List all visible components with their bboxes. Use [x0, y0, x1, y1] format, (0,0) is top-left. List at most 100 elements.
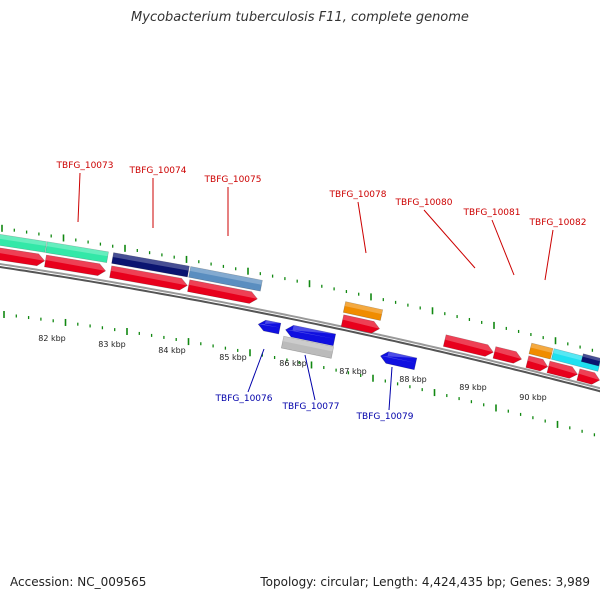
gene-shape — [379, 351, 418, 371]
gene-highlight — [258, 320, 281, 328]
leader-line — [304, 354, 316, 401]
gene-highlight — [112, 252, 190, 271]
gene-highlight — [0, 247, 45, 261]
gene-feature — [379, 351, 418, 371]
gene-shape — [257, 319, 282, 335]
gene-shape — [0, 247, 46, 267]
gene-feature — [257, 319, 282, 335]
kbp-label: 87 kbp — [339, 367, 367, 376]
gene-shape — [111, 252, 190, 278]
gene-label-top: TBFG_10082 — [529, 218, 587, 228]
gene-shape — [342, 301, 384, 321]
gene-features — [0, 233, 600, 385]
gene-feature — [188, 266, 263, 292]
gene-shape — [0, 233, 47, 253]
gene-highlight — [45, 255, 106, 271]
kbp-label: 89 kbp — [459, 383, 487, 392]
gene-feature — [45, 241, 109, 264]
kbp-label: 83 kbp — [98, 340, 126, 349]
gene-highlight — [444, 334, 494, 353]
gene-feature — [442, 334, 494, 357]
map-title: Mycobacterium tuberculosis F11, complete… — [131, 10, 469, 25]
gene-label-top: TBFG_10073 — [56, 161, 114, 171]
gene-label-top: TBFG_10078 — [329, 190, 387, 200]
genome-backbone — [0, 262, 600, 393]
gene-highlight — [494, 346, 522, 360]
gene-feature — [0, 233, 47, 253]
gene-label-top: TBFG_10081 — [463, 208, 521, 218]
gene-label-top: TBFG_10075 — [204, 175, 262, 185]
kbp-label: 90 kbp — [519, 393, 547, 402]
leader-line — [77, 172, 81, 223]
upper-tick-ring — [1, 224, 594, 352]
gene-feature — [109, 265, 188, 291]
gene-feature — [525, 355, 549, 372]
gene-shape — [546, 360, 578, 379]
leader-line — [357, 201, 367, 254]
gene-shape — [576, 368, 600, 385]
gene-highlight — [380, 351, 417, 363]
backbone-line-outer — [0, 262, 600, 390]
gene-shape — [280, 335, 335, 359]
gene-shape — [525, 355, 549, 372]
kbp-label: 82 kbp — [38, 334, 66, 343]
gene-highlight — [530, 343, 554, 353]
gene-label-bottom: TBFG_10079 — [356, 412, 414, 422]
gene-feature — [280, 335, 335, 359]
kbp-scale-labels: 82 kbp 83 kbp 84 kbp 85 kbp 86 kbp 87 kbp 88 k… — [38, 334, 547, 402]
gene-shape — [44, 254, 107, 276]
gene-shape — [188, 266, 263, 292]
gene-highlight — [282, 336, 334, 352]
leader-line — [247, 348, 265, 393]
genome-summary-text: Topology: circular; Length: 4,424,435 bp… — [260, 575, 590, 589]
gene-feature — [111, 252, 190, 278]
gene-feature — [492, 346, 523, 364]
gene-shape — [528, 342, 554, 360]
gene-highlight — [0, 233, 47, 247]
gene-feature — [340, 314, 381, 334]
leader-line — [491, 219, 515, 276]
backbone-line-inner — [0, 265, 600, 393]
gene-feature — [580, 353, 600, 367]
leader-line — [423, 209, 476, 269]
gene-feature — [528, 342, 554, 360]
gene-highlight — [189, 266, 263, 285]
kbp-label: 84 kbp — [158, 346, 186, 355]
gene-shape — [285, 324, 337, 347]
gene-highlight — [344, 301, 383, 315]
gene-label-bottom: TBFG_10076 — [215, 394, 273, 404]
label-leaders — [77, 172, 554, 411]
gene-highlight — [46, 241, 109, 257]
gene-shape — [45, 241, 109, 264]
gene-highlight — [285, 325, 336, 339]
gene-shape — [340, 314, 381, 334]
gene-highlight — [527, 355, 548, 367]
gene-shape — [442, 334, 494, 357]
gene-shape — [580, 353, 600, 367]
gene-feature — [285, 324, 337, 347]
gene-highlight — [548, 361, 578, 375]
gene-shape — [187, 279, 258, 304]
gene-highlight — [582, 353, 600, 362]
gene-shape — [492, 346, 523, 364]
gene-feature — [0, 247, 46, 267]
kbp-label: 85 kbp — [219, 353, 247, 362]
gene-shape — [109, 265, 188, 291]
lower-tick-ring — [3, 310, 596, 437]
gene-highlight — [342, 314, 380, 329]
gene-feature — [44, 254, 107, 276]
kbp-label: 86 kbp — [279, 359, 307, 368]
kbp-label: 88 kbp — [399, 375, 427, 384]
gene-label-bottom: TBFG_10077 — [282, 402, 340, 412]
leader-line — [388, 366, 393, 411]
gene-feature — [576, 368, 600, 385]
gene-highlight — [188, 279, 258, 299]
gene-feature — [342, 301, 384, 321]
gene-label-top: TBFG_10080 — [395, 198, 453, 208]
gene-feature — [187, 279, 258, 304]
leader-line — [544, 229, 554, 281]
gene-labels: TBFG_10073 TBFG_10074 TBFG_10075 TBFG_10078… — [56, 161, 587, 422]
gene-feature — [546, 360, 578, 379]
gene-highlight — [110, 265, 188, 286]
